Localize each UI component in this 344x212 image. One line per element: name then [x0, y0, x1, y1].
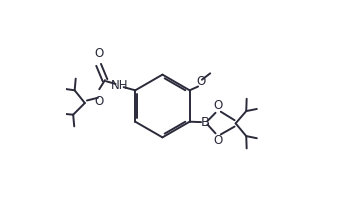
- Text: NH: NH: [111, 78, 128, 92]
- Text: O: O: [94, 95, 103, 108]
- Text: B: B: [200, 116, 209, 129]
- Text: O: O: [196, 75, 205, 88]
- Text: O: O: [94, 47, 103, 60]
- Text: O: O: [214, 134, 223, 147]
- Text: O: O: [214, 99, 223, 112]
